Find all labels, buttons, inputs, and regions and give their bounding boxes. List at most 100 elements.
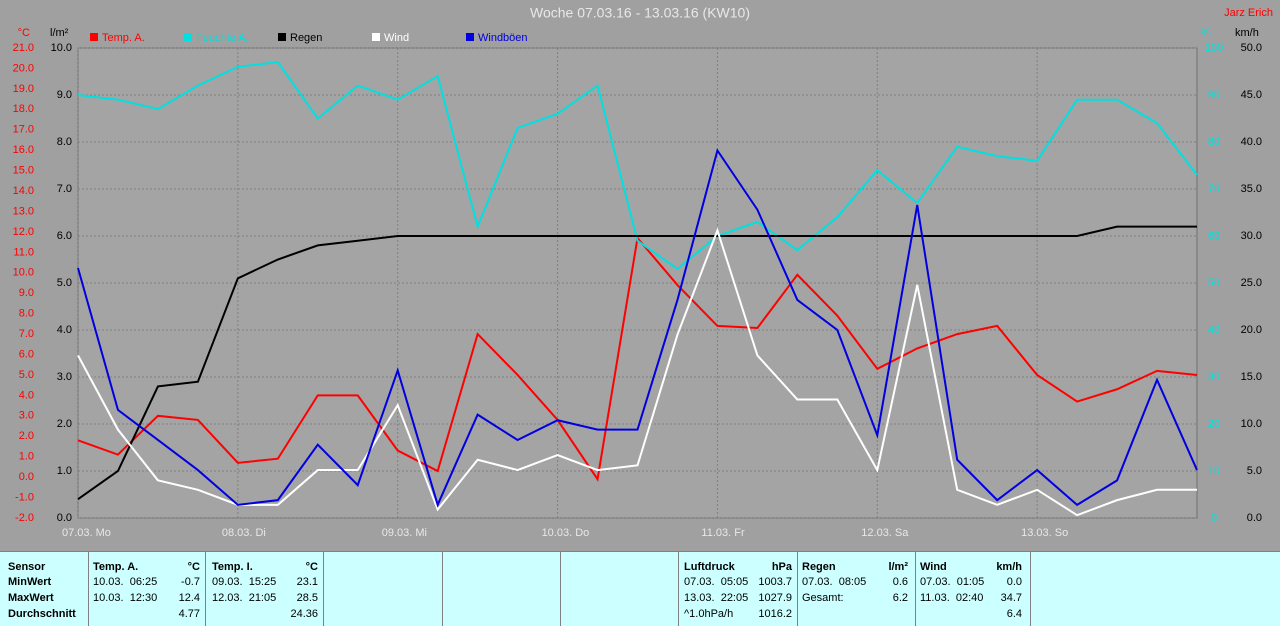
y3-tick-label: 0.0 [57,512,72,524]
column-unit: hPa [771,561,792,573]
column-separator [1030,552,1031,626]
y-tick-label: 13.0 [13,205,34,217]
y3-tick-label: 8.0 [57,136,72,148]
table-header: Sensor [8,561,46,573]
x-tick-label: 11.03. Fr [701,527,745,539]
row-label: MaxWert [8,592,54,604]
series-line [77,225,1197,501]
cell-value: 1016.2 [758,608,792,620]
x-tick-label: 07.03. Mo [62,527,111,539]
y-tick-label: 15.0 [13,165,34,177]
y2-tick-label: 10 [1208,465,1220,477]
y2-tick-label: 40 [1208,324,1220,336]
y2-tick-label: 80 [1208,136,1220,148]
y4-tick-label: 45.0 [1241,89,1262,101]
y-tick-label: 10.0 [13,267,34,279]
x-tick-label: 10.03. Do [542,527,590,539]
y-tick-label: 16.0 [13,144,34,156]
cell-time: 07.03. 08:05 [802,576,867,588]
author: Jarz Erich [1224,7,1273,19]
legend-label: Temp. A. [102,32,145,44]
y2-tick-label: 60 [1208,230,1220,242]
y3-tick-label: 3.0 [57,371,72,383]
plot-area [77,47,1198,519]
legend-swatch [466,33,474,41]
cell-time: Gesamt: [802,592,844,604]
cell-value: 34.7 [1000,592,1022,604]
y-tick-label: -2.0 [15,512,34,524]
cell-value: 6.4 [1006,608,1022,620]
cell-time: 10.03. 06:25 [93,576,158,588]
y2-tick-label: 70 [1208,183,1220,195]
y4-tick-label: 40.0 [1241,136,1262,148]
legend-label: Wind [384,32,409,44]
y-tick-label: 11.0 [13,246,34,258]
cell-value: 23.1 [296,576,318,588]
y-tick-label: 20.0 [13,62,34,74]
y-tick-label: 18.0 [13,103,34,115]
y4-tick-label: 25.0 [1241,277,1262,289]
cell-time: 07.03. 01:05 [920,576,985,588]
y4-tick-label: 50.0 [1241,42,1262,54]
cell-value: 6.2 [892,592,908,604]
cell-time: 13.03. 22:05 [684,592,749,604]
cell-time: 11.03. 02:40 [920,592,984,604]
y2-tick-label: 100 [1205,42,1223,54]
y3-tick-label: 10.0 [51,42,72,54]
y-tick-label: 19.0 [13,83,34,95]
y4-tick-label: 10.0 [1241,418,1262,430]
column-unit: °C [187,561,200,573]
cell-value: 12.4 [178,592,200,604]
cell-value: 0.0 [1006,576,1022,588]
column-separator [678,552,679,626]
cell-time: 12.03. 21:05 [212,592,277,604]
legend-label: Regen [290,32,322,44]
legend-label: Windböen [478,32,528,44]
column-unit: km/h [996,561,1022,573]
y-tick-label: 6.0 [19,348,34,360]
column-header: Temp. A. [93,561,139,573]
x-tick-label: 13.03. So [1021,527,1068,539]
chart: Woche 07.03.16 - 13.03.16 (KW10) Jarz Er… [13,5,1273,539]
y2-tick-label: 30 [1208,371,1220,383]
column-separator [205,552,206,626]
y-tick-label: 9.0 [19,287,34,299]
legend-label: Feuchte A. [196,32,249,44]
cell-time: ^1.0hPa/h [684,608,734,620]
cell-value: -0.7 [181,576,200,588]
y-tick-label: 12.0 [13,226,34,238]
y-tick-label: 0.0 [19,471,34,483]
legend-swatch [278,33,286,41]
y2-tick-label: 20 [1208,418,1220,430]
series-line [77,227,1197,517]
y4-tick-label: 30.0 [1241,230,1262,242]
y4-tick-label: 15.0 [1241,371,1262,383]
column-header: Regen [802,561,836,573]
column-separator [88,552,89,626]
column-unit: °C [305,561,318,573]
y2-tick-label: 0 [1211,512,1217,524]
series-line [77,148,1198,508]
column-separator [797,552,798,626]
y4-tick-label: 5.0 [1247,465,1262,477]
y4-tick-label: 20.0 [1241,324,1262,336]
column-separator [915,552,916,626]
y-tick-label: 5.0 [19,369,34,381]
cell-time: 09.03. 15:25 [212,576,277,588]
y3-tick-label: 1.0 [57,465,72,477]
y-tick-label: -1.0 [15,491,34,503]
cell-value: 28.5 [296,592,318,604]
chart-title: Woche 07.03.16 - 13.03.16 (KW10) [530,5,750,21]
y-tick-label: 1.0 [19,451,34,463]
y3-tick-label: 4.0 [57,324,72,336]
column-unit: l/m² [888,561,908,573]
row-label: MinWert [8,576,52,588]
cell-time: 10.03. 12:30 [93,592,158,604]
y4-tick-label: 0.0 [1247,512,1262,524]
y3-tick-label: 6.0 [57,230,72,242]
summary-table: Sensor MinWert MaxWert Durchschnitt Temp. A.… [0,551,1280,626]
legend-swatch [90,33,98,41]
x-tick-label: 08.03. Di [222,527,266,539]
y3-tick-label: 2.0 [57,418,72,430]
column-header: Luftdruck [684,561,735,573]
